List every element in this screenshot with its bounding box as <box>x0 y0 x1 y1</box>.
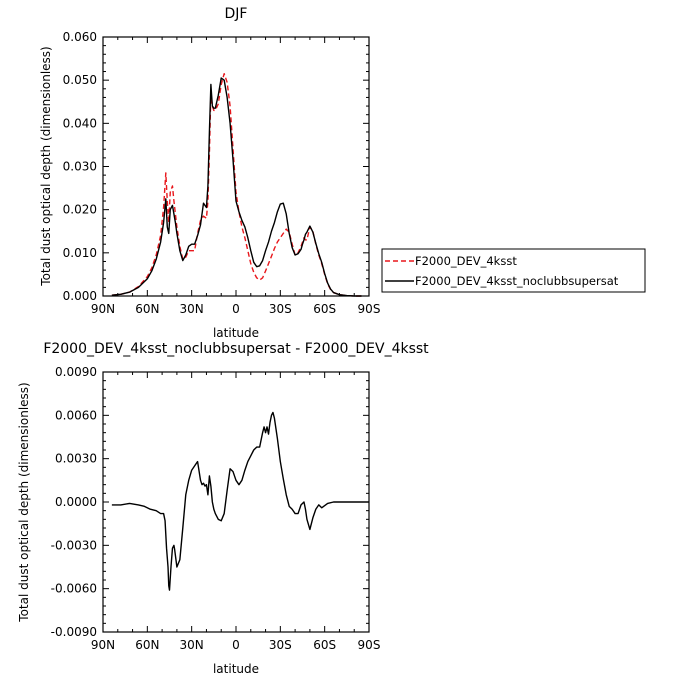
bottom-y-tick-label: -0.0060 <box>51 582 97 596</box>
bottom-y-tick-label: -0.0030 <box>51 538 97 552</box>
top-x-tick-label: 0 <box>232 302 240 316</box>
top-x-tick-label: 60S <box>313 302 336 316</box>
top-chart-title: DJF <box>225 6 248 22</box>
bottom-x-tick-label: 60S <box>313 638 336 652</box>
top-y-tick-label: 0.010 <box>63 246 97 260</box>
top-series-line-2 <box>111 77 362 297</box>
top-y-tick-label: 0.040 <box>63 116 97 130</box>
bottom-x-axis-label: latitude <box>213 662 259 676</box>
legend-box <box>381 248 646 293</box>
legend-label-series-1: F2000_DEV_4ksst <box>415 254 517 268</box>
bottom-x-tick-label: 30S <box>269 638 292 652</box>
top-axis-ticks: 90N 60N 30N 0 30S 60S 90S 0.000 0.010 0.020 0.030 0… <box>63 30 381 316</box>
top-y-tick-label: 0.020 <box>63 203 97 217</box>
top-x-axis-label: latitude <box>213 326 259 340</box>
bottom-x-tick-label: 90N <box>91 638 115 652</box>
bottom-y-tick-label: 0.0090 <box>55 365 97 379</box>
top-panel: DJF 90N 60N 30N 0 30S 60S 90S 0.000 0.010 0.020 0.… <box>39 6 380 340</box>
top-y-tick-label: 0.050 <box>63 73 97 87</box>
bottom-y-tick-label: 0.0060 <box>55 408 97 422</box>
top-x-tick-label: 90S <box>358 302 381 316</box>
top-series-line-1 <box>111 72 362 297</box>
top-y-tick-label: 0.030 <box>63 160 97 174</box>
bottom-plot-frame <box>102 371 370 633</box>
top-series-group <box>111 72 362 297</box>
bottom-series-line-1 <box>111 411 369 591</box>
top-plot-frame <box>102 36 370 297</box>
top-x-tick-label: 90N <box>91 302 115 316</box>
top-y-axis-label: Total dust optical depth (dimensionless) <box>39 46 53 286</box>
legend-label-series-2: F2000_DEV_4ksst_noclubbsupersat <box>415 274 619 288</box>
bottom-x-tick-label: 0 <box>232 638 240 652</box>
legend: F2000_DEV_4ksst F2000_DEV_4ksst_noclubbs… <box>381 248 646 293</box>
bottom-x-tick-label: 90S <box>358 638 381 652</box>
bottom-y-tick-label: -0.0090 <box>51 625 97 639</box>
bottom-chart-title: F2000_DEV_4ksst_noclubbsupersat - F2000_… <box>43 341 429 357</box>
bottom-y-tick-label: 0.0000 <box>55 495 97 509</box>
bottom-x-tick-label: 60N <box>135 638 159 652</box>
top-x-tick-label: 30S <box>269 302 292 316</box>
bottom-x-tick-label: 30N <box>180 638 204 652</box>
top-x-tick-label: 60N <box>135 302 159 316</box>
bottom-y-axis-label: Total dust optical depth (dimensionless) <box>17 382 31 622</box>
bottom-y-tick-label: 0.0030 <box>55 452 97 466</box>
bottom-panel: F2000_DEV_4ksst_noclubbsupersat - F2000_… <box>17 341 429 676</box>
top-y-tick-label: 0.000 <box>63 289 97 303</box>
bottom-axis-ticks: 90N 60N 30N 0 30S 60S 90S -0.0090 -0.0060 -0.0030… <box>51 365 381 652</box>
top-y-tick-label: 0.060 <box>63 30 97 44</box>
bottom-series-group <box>111 411 369 591</box>
top-x-tick-label: 30N <box>180 302 204 316</box>
